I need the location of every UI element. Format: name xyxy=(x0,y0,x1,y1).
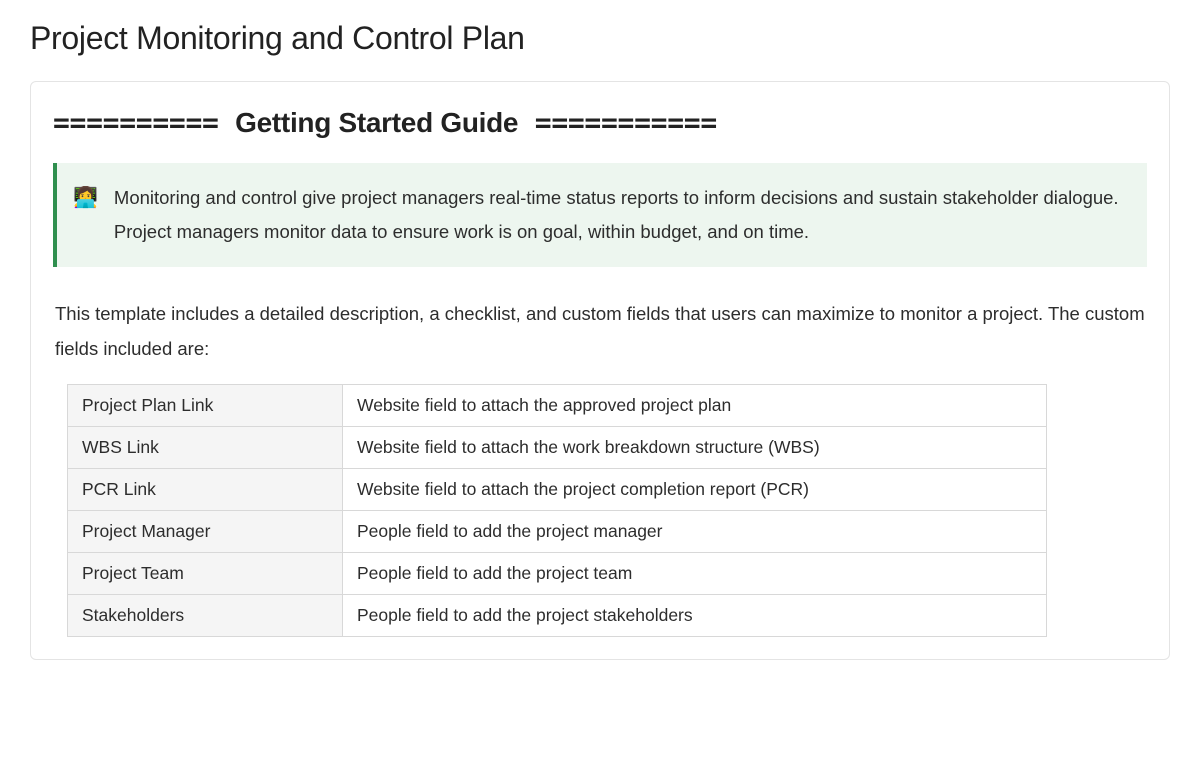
table-row: Stakeholders People field to add the pro… xyxy=(68,594,1047,636)
custom-fields-table: Project Plan Link Website field to attac… xyxy=(67,384,1047,637)
field-label: Project Manager xyxy=(68,510,343,552)
callout-block: 👩‍💻 Monitoring and control give project … xyxy=(53,163,1147,267)
field-label: Stakeholders xyxy=(68,594,343,636)
callout-icon: 👩‍💻 xyxy=(73,183,98,249)
guide-heading: ========== Getting Started Guide =======… xyxy=(53,106,1147,139)
field-label: PCR Link xyxy=(68,468,343,510)
field-description: Website field to attach the project comp… xyxy=(343,468,1047,510)
equals-right: =========== xyxy=(518,106,717,139)
field-label: Project Team xyxy=(68,552,343,594)
table-body: Project Plan Link Website field to attac… xyxy=(68,384,1047,636)
guide-card: ========== Getting Started Guide =======… xyxy=(30,81,1170,660)
table-row: PCR Link Website field to attach the pro… xyxy=(68,468,1047,510)
field-label: WBS Link xyxy=(68,426,343,468)
table-row: Project Manager People field to add the … xyxy=(68,510,1047,552)
equals-left: ========== xyxy=(53,106,235,139)
table-row: Project Team People field to add the pro… xyxy=(68,552,1047,594)
table-row: Project Plan Link Website field to attac… xyxy=(68,384,1047,426)
field-description: People field to add the project manager xyxy=(343,510,1047,552)
guide-heading-text: Getting Started Guide xyxy=(235,107,518,138)
page-title: Project Monitoring and Control Plan xyxy=(30,20,1170,57)
field-description: Website field to attach the work breakdo… xyxy=(343,426,1047,468)
field-label: Project Plan Link xyxy=(68,384,343,426)
table-row: WBS Link Website field to attach the wor… xyxy=(68,426,1047,468)
field-description: People field to add the project stakehol… xyxy=(343,594,1047,636)
field-description: People field to add the project team xyxy=(343,552,1047,594)
callout-text: Monitoring and control give project mana… xyxy=(114,181,1127,249)
field-description: Website field to attach the approved pro… xyxy=(343,384,1047,426)
intro-text: This template includes a detailed descri… xyxy=(53,297,1147,365)
